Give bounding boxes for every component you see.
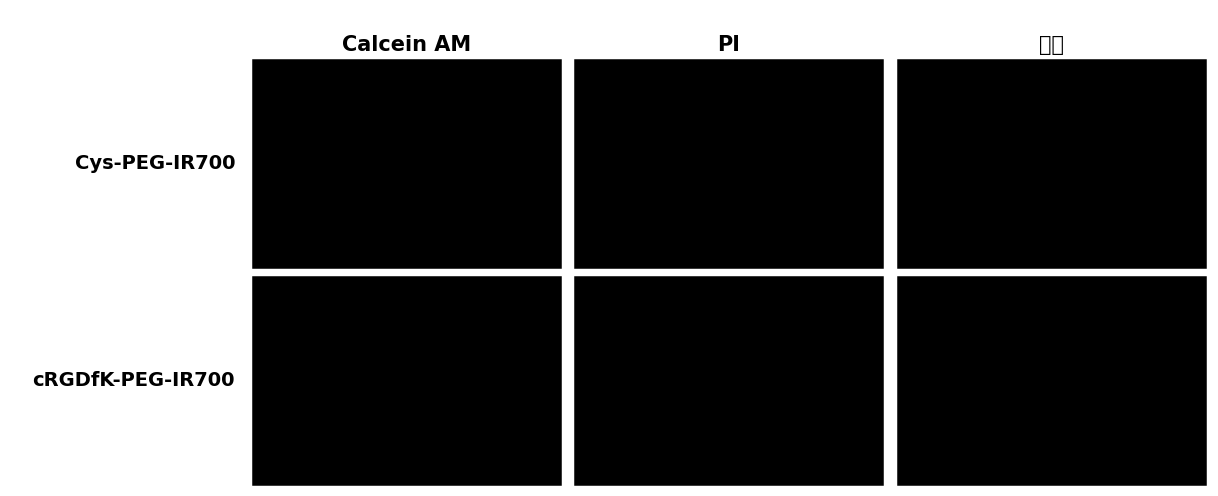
Text: Calcein AM: Calcein AM bbox=[341, 35, 471, 55]
Text: Cys-PEG-IR700: Cys-PEG-IR700 bbox=[74, 154, 235, 173]
Text: cRGDfK-PEG-IR700: cRGDfK-PEG-IR700 bbox=[33, 371, 235, 390]
Text: 合并: 合并 bbox=[1039, 35, 1065, 55]
Text: PI: PI bbox=[717, 35, 741, 55]
